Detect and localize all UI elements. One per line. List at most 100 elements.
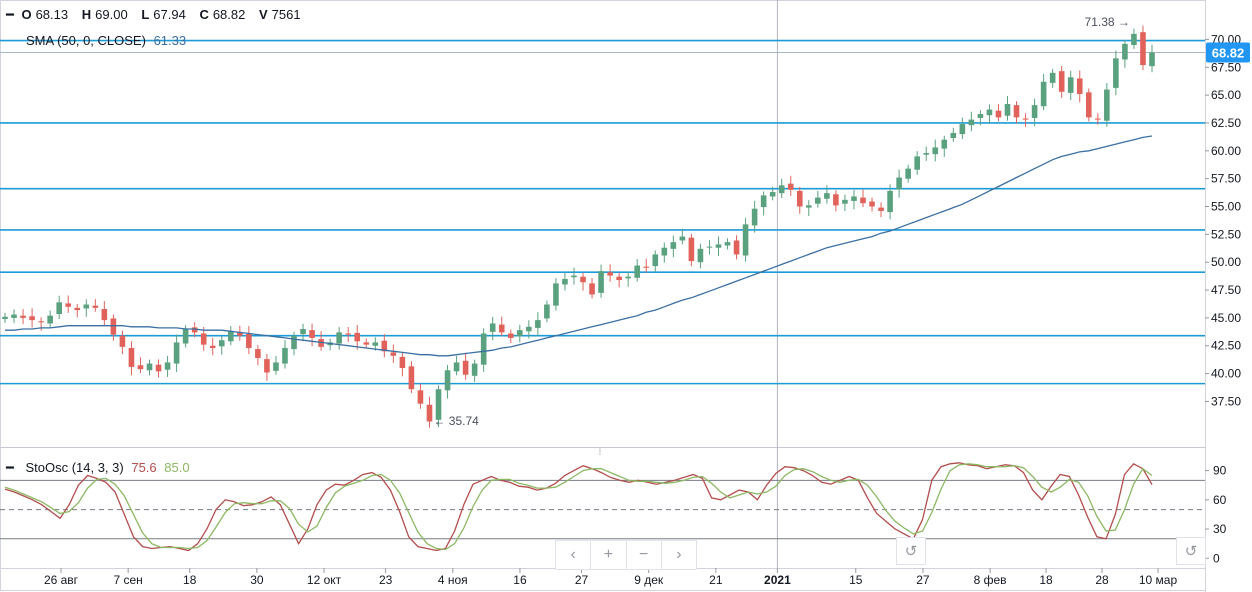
- candle-body: [282, 347, 288, 364]
- candle-body: [769, 192, 776, 197]
- candle-body: [92, 305, 99, 308]
- candle-body: [896, 177, 902, 190]
- candle-body: [607, 272, 613, 276]
- candle-body: [101, 308, 108, 321]
- high-label: H: [81, 7, 92, 22]
- candle-body: [778, 185, 785, 194]
- price-axis-tick-label: 67.50: [1211, 60, 1241, 74]
- candle-body: [733, 240, 740, 255]
- candle-body: [417, 390, 424, 404]
- candle-body: [128, 347, 135, 367]
- sto-collapse-icon[interactable]: ━: [6, 460, 14, 475]
- sto-d-value: 85.0: [164, 460, 190, 475]
- candle-body: [489, 323, 496, 332]
- candle-body: [796, 190, 803, 207]
- candle-body: [300, 329, 306, 335]
- candle-body: [309, 330, 315, 338]
- candle-body: [372, 342, 379, 346]
- candle-body: [507, 333, 514, 338]
- candle-body: [652, 254, 659, 267]
- candle-body: [1058, 71, 1065, 92]
- candle-body: [38, 321, 44, 323]
- candle-body: [589, 283, 595, 295]
- open-value: 68.13: [35, 7, 69, 22]
- candle-body: [471, 363, 478, 376]
- volume-value: 7561: [271, 7, 301, 22]
- scroll-right-button[interactable]: ›: [676, 546, 682, 563]
- candle-body: [697, 248, 704, 263]
- candle-body: [571, 275, 577, 278]
- candle-body: [155, 364, 162, 372]
- candle-body: [1095, 118, 1101, 120]
- price-axis-tick-label: 60.00: [1211, 144, 1241, 158]
- max-price-annotation: 71.38 →: [1085, 15, 1130, 29]
- candle-body: [914, 156, 920, 170]
- candle-body: [516, 330, 523, 337]
- candle-body: [227, 331, 234, 342]
- candle-body: [1085, 92, 1092, 118]
- candle-body: [1131, 33, 1137, 45]
- time-axis-tick-label: 2021: [764, 573, 791, 587]
- price-axis-tick-label: 62.50: [1211, 116, 1241, 130]
- close-label: C: [199, 7, 209, 22]
- legend-collapse-icon[interactable]: ━: [6, 7, 14, 22]
- reset-icon: ↺: [904, 543, 918, 560]
- price-axis-tick-label: 37.50: [1211, 394, 1241, 408]
- candle-body: [553, 283, 559, 306]
- time-axis-tick-label: 18: [183, 573, 197, 587]
- price-axis-tick-label: 57.50: [1211, 172, 1241, 186]
- time-axis-tick-label: 7 сен: [114, 573, 143, 587]
- candle-body: [643, 266, 650, 268]
- candle-body: [146, 363, 153, 371]
- candle-body: [237, 332, 243, 336]
- time-axis-tick-label: 27: [916, 573, 930, 587]
- candle-body: [688, 237, 695, 262]
- time-axis-tick-label: 9 дек: [634, 573, 664, 587]
- candle-body: [209, 345, 216, 348]
- sto-k-line: [4, 462, 1153, 552]
- reset-chart-button[interactable]: ↺: [896, 537, 926, 565]
- candle-body: [1067, 77, 1074, 93]
- scroll-left-button[interactable]: ‹: [556, 541, 592, 569]
- candles-group: [2, 25, 1155, 428]
- candle-body: [255, 349, 261, 358]
- candle-body: [715, 244, 722, 248]
- candle-body: [200, 333, 207, 345]
- candle-body: [363, 342, 370, 345]
- candle-body: [851, 196, 857, 201]
- candle-body: [535, 320, 541, 328]
- sto-label: StoOsc (14, 3, 3): [25, 460, 124, 475]
- time-axis-tick-label: 28: [1095, 573, 1109, 587]
- price-axis-tick-label: 42.50: [1211, 339, 1241, 353]
- candle-body: [381, 340, 388, 352]
- candle-body: [869, 201, 875, 207]
- candle-body: [1113, 58, 1119, 88]
- sto-axis-tick-label: 60: [1213, 493, 1227, 507]
- candle-body: [444, 370, 451, 391]
- candle-body: [182, 329, 189, 344]
- zoom-in-button[interactable]: +: [591, 541, 627, 569]
- candle-body: [742, 224, 749, 256]
- price-axis-tick-label: 55.00: [1211, 200, 1241, 214]
- time-axis-tick-label: 8 фев: [974, 573, 1007, 587]
- price-axis-tick-label: 40.00: [1211, 367, 1241, 381]
- candle-body: [1013, 105, 1020, 118]
- candle-body: [273, 362, 279, 371]
- candle-body: [426, 404, 433, 422]
- candle-body: [806, 205, 812, 208]
- candle-body: [670, 242, 677, 249]
- time-axis-tick-label: 10 мар: [1139, 573, 1178, 587]
- candle-body: [905, 168, 911, 179]
- candle-body: [724, 242, 731, 246]
- candle-body: [1004, 104, 1011, 116]
- price-axis-tick-label: 52.50: [1211, 227, 1241, 241]
- candle-body: [923, 153, 930, 155]
- sma-label: SMA (50, 0, CLOSE): [26, 33, 146, 48]
- candle-body: [616, 276, 622, 281]
- zoom-out-button[interactable]: −: [627, 541, 662, 569]
- candle-body: [860, 197, 866, 204]
- price-axis-tick-label: 65.00: [1211, 88, 1241, 102]
- reset-scale-button[interactable]: ↺: [1176, 537, 1206, 565]
